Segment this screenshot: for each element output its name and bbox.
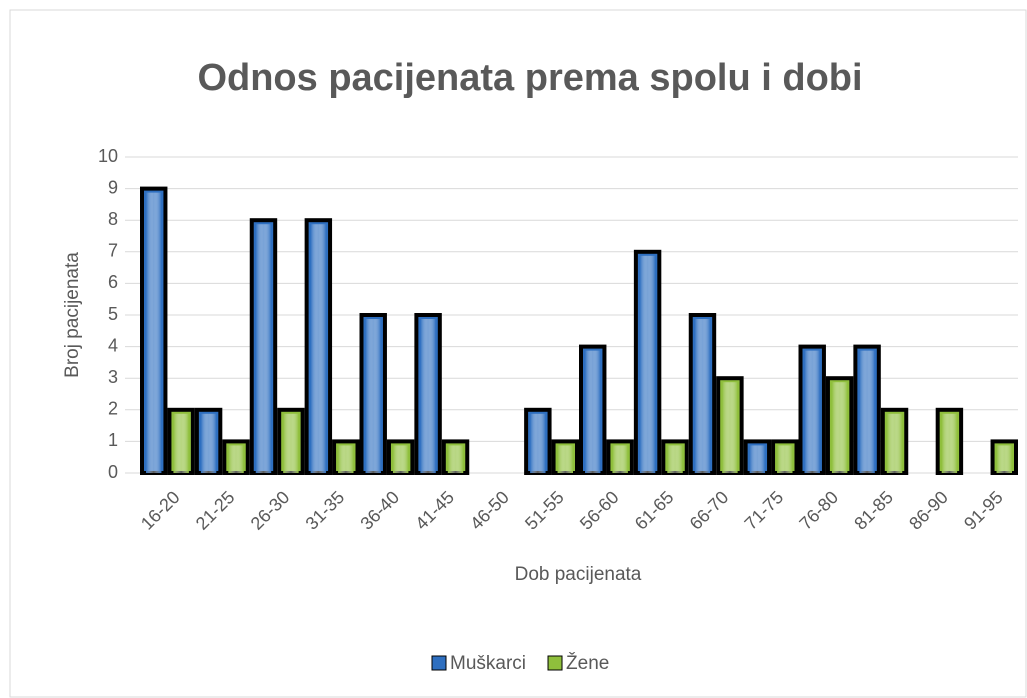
bar — [990, 439, 1018, 475]
bar — [633, 249, 662, 475]
y-tick-label: 8 — [108, 209, 118, 229]
bar — [140, 186, 168, 475]
bar — [524, 407, 552, 475]
legend-swatch — [431, 655, 447, 671]
bar — [386, 439, 415, 475]
y-tick-label: 10 — [98, 146, 118, 166]
bar — [661, 439, 689, 475]
legend-label: Muškarci — [450, 653, 526, 674]
bar — [414, 313, 442, 475]
y-tick-label: 3 — [108, 367, 118, 387]
bar — [688, 313, 717, 475]
bar — [194, 407, 223, 475]
bar — [359, 313, 387, 475]
y-tick-label: 4 — [108, 335, 118, 355]
bar — [743, 439, 772, 475]
y-tick-label: 0 — [108, 462, 118, 482]
y-tick-label: 2 — [108, 399, 118, 419]
chart-title: Odnos pacijenata prema spolu i dobi — [197, 57, 862, 99]
bar — [304, 218, 333, 475]
bar — [825, 376, 854, 476]
bar — [606, 439, 634, 475]
bar — [551, 439, 579, 475]
bar — [880, 407, 909, 475]
legend-label: Žene — [566, 652, 609, 674]
bar — [579, 344, 607, 476]
y-tick-label: 9 — [108, 177, 118, 197]
y-tick-label: 7 — [108, 241, 118, 261]
bar — [277, 407, 305, 475]
y-tick-label: 1 — [108, 430, 118, 450]
bar — [798, 344, 826, 476]
bar — [716, 376, 744, 476]
y-tick-label: 6 — [108, 272, 118, 292]
bar — [332, 439, 360, 475]
y-tick-label: 5 — [108, 304, 118, 324]
bar — [167, 407, 195, 475]
legend-swatch — [547, 655, 563, 671]
y-axis-label: Broj pacijenata — [62, 252, 83, 378]
bar — [222, 439, 250, 475]
bar — [935, 407, 964, 475]
bar — [853, 344, 881, 476]
x-axis-label: Dob pacijenata — [515, 564, 642, 585]
bar — [441, 439, 470, 475]
bar — [771, 439, 799, 475]
bar — [249, 218, 278, 475]
